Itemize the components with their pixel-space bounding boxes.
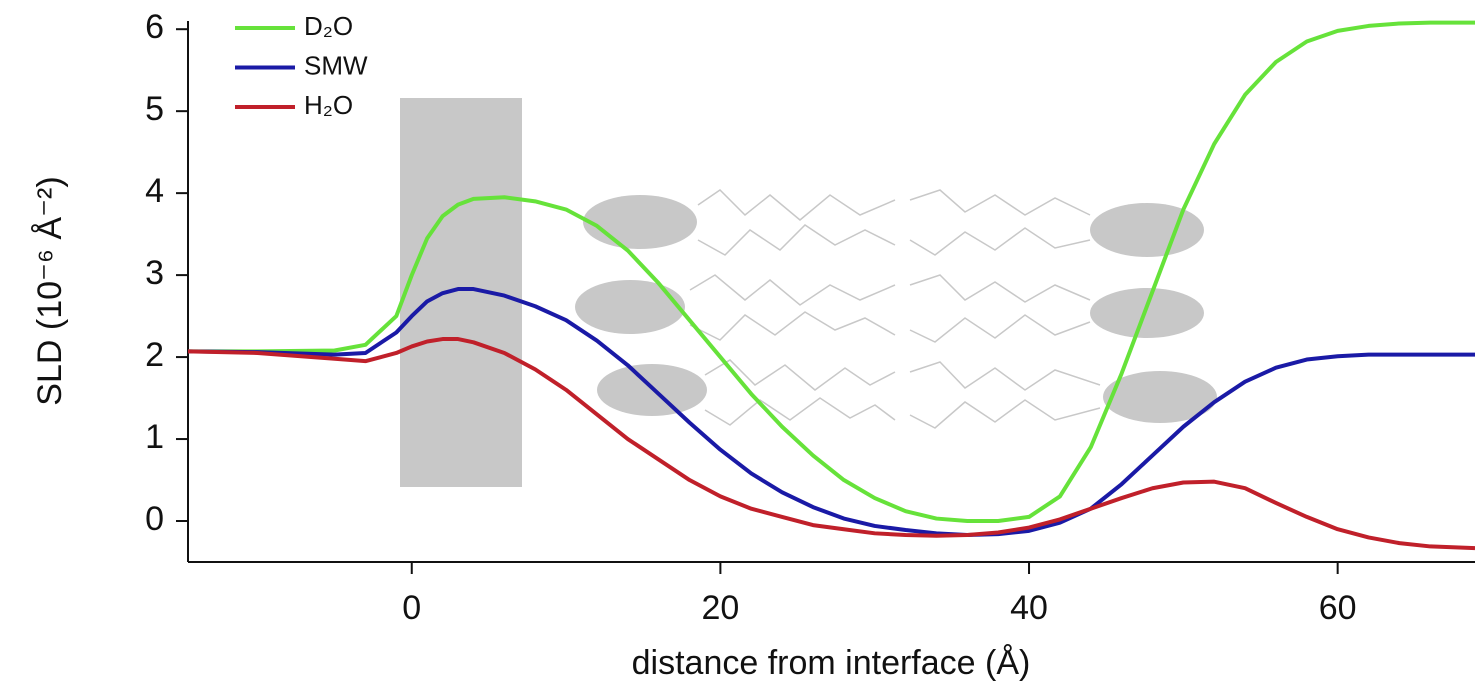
y-axis-label: SLD (10⁻⁶ Å⁻²) (31, 176, 69, 405)
y-tick-label: 1 (145, 418, 164, 456)
legend-label: SMW (304, 50, 368, 80)
y-tick-label: 2 (145, 336, 164, 374)
y-tick-label: 0 (145, 500, 164, 538)
y-tick-label: 4 (145, 172, 164, 210)
x-tick-label: 40 (1010, 589, 1048, 627)
membrane-illustration (400, 98, 1217, 487)
series-line (187, 337, 1475, 551)
legend-label: H₂O (304, 90, 353, 120)
x-tick-label: 60 (1319, 589, 1357, 627)
series-line (188, 20, 1475, 524)
legend-label: D₂O (304, 11, 353, 41)
x-axis-label: distance from interface (Å) (632, 644, 1031, 682)
series-line (187, 287, 1475, 537)
y-tick-label: 3 (145, 254, 164, 292)
y-tick-label: 5 (145, 90, 164, 128)
x-tick-label: 20 (701, 589, 739, 627)
x-tick-label: 0 (402, 589, 421, 627)
y-tick-label: 6 (145, 8, 164, 46)
